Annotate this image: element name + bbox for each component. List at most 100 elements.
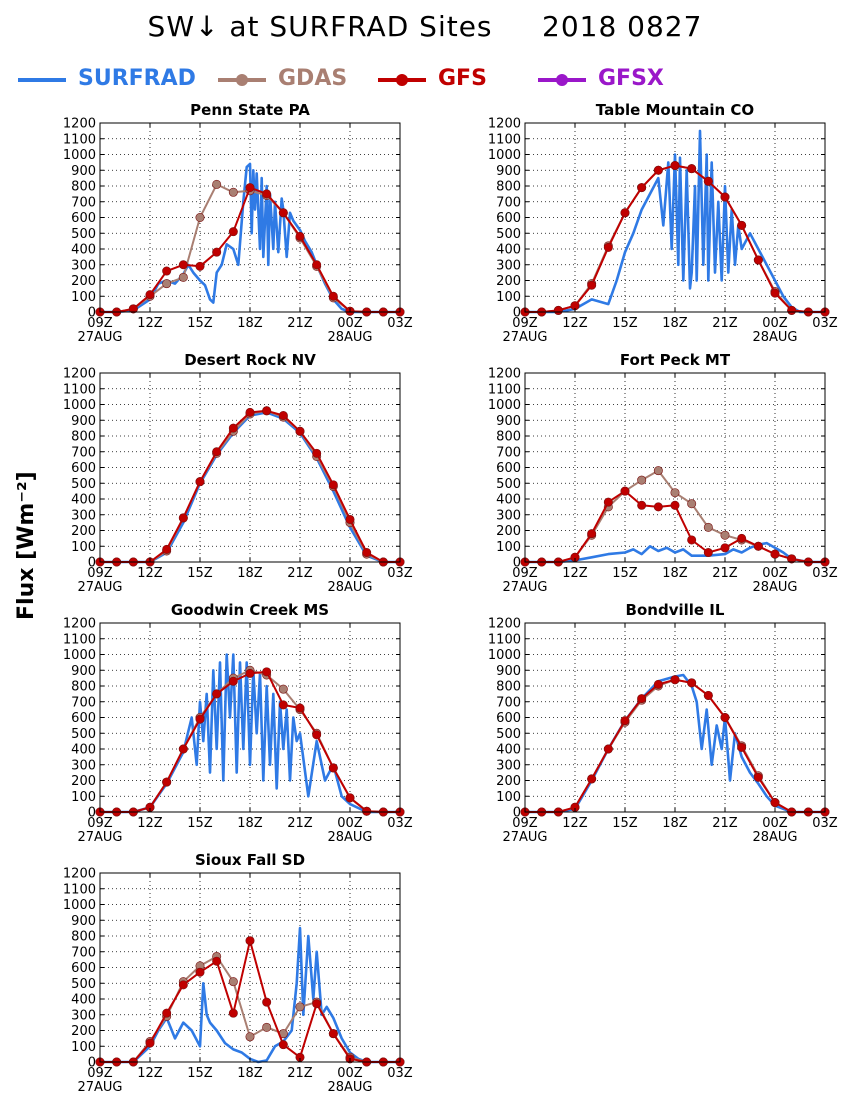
x-tick-label: 03Z [387,566,413,581]
data-point-gfs [637,694,647,704]
date-label: 27AUG [77,330,122,345]
y-tick-label: 1100 [63,132,96,147]
x-tick-label: 15Z [612,316,638,331]
date-label: 28AUG [752,330,797,345]
y-tick-label: 700 [496,445,521,460]
data-point-gfs [228,676,238,686]
y-tick-label: 300 [71,758,96,773]
legend-label-gfs: GFS [438,66,487,91]
data-point-gfs [362,548,372,558]
y-tick-label: 800 [496,430,521,445]
y-tick-label: 1100 [488,382,521,397]
x-tick-label: 15Z [187,816,213,831]
data-point-gfs [653,165,663,175]
data-point-gfs [753,772,763,782]
y-tick-label: 1100 [488,632,521,647]
legend-label-gdas: GDAS [278,66,348,91]
data-point-gfs [620,716,630,726]
y-tick-label: 1200 [488,117,521,132]
main-title: SW↓ at SURFRAD Sites 2018 0827 [147,10,703,43]
y-tick-label: 600 [71,461,96,476]
data-point-gfs [687,535,697,545]
y-tick-label: 100 [71,1040,96,1055]
data-point-gfs [787,305,797,315]
series-line-surfrad [100,162,400,314]
y-tick-label: 200 [71,1024,96,1039]
x-tick-label: 18Z [237,816,263,831]
data-point-gfs [737,220,747,230]
y-tick-label: 1200 [63,117,96,132]
panel-title: Sioux Fall SD [195,851,305,869]
y-tick-label: 1200 [488,617,521,632]
data-point-gfs [145,290,155,300]
legend-swatch-gdas [218,74,266,86]
data-point-gfs [737,533,747,543]
data-point-gfs [128,304,138,314]
x-tick-label: 12Z [137,1066,163,1081]
y-tick-label: 700 [71,195,96,210]
x-tick-label: 18Z [662,816,688,831]
y-tick-label: 900 [71,164,96,179]
panel-title: Penn State PA [190,101,310,119]
data-point-gfs [262,189,272,199]
y-tick-label: 0 [88,306,96,321]
y-tick-label: 600 [71,711,96,726]
x-tick-label: 09Z [512,316,538,331]
data-point-gfs [178,980,188,990]
y-tick-label: 500 [71,477,96,492]
x-tick-label: 03Z [387,816,413,831]
series-line-gdas [525,469,825,563]
panel-penn-state-pa: 0100200300400500600700800900100011001200… [63,101,413,345]
x-tick-label: 09Z [512,566,538,581]
x-tick-label: 18Z [237,566,263,581]
y-tick-label: 500 [71,227,96,242]
data-point-gdas [262,1022,272,1032]
y-tick-label: 500 [496,727,521,742]
y-tick-label: 1000 [488,148,521,163]
y-tick-label: 600 [496,711,521,726]
series-line-surfrad [100,926,400,1064]
data-point-gfs [770,549,780,559]
x-tick-label: 00Z [337,816,363,831]
x-tick-label: 15Z [187,1066,213,1081]
y-tick-label: 0 [88,806,96,821]
series-line-surfrad [100,653,400,814]
data-point-gfs [262,667,272,677]
y-tick-label: 300 [496,508,521,523]
panel-sioux-fall-sd: 0100200300400500600700800900100011001200… [63,851,413,1095]
data-point-gfs [653,679,663,689]
date-label: 27AUG [77,830,122,845]
data-point-gfs [162,266,172,276]
x-tick-label: 12Z [137,316,163,331]
data-point-gfs [687,678,697,688]
data-point-gfs [278,1040,288,1050]
y-tick-label: 1000 [63,648,96,663]
x-tick-label: 00Z [337,316,363,331]
data-point-gfs [195,714,205,724]
x-tick-label: 09Z [87,316,113,331]
data-point-gfs [195,477,205,487]
x-tick-label: 18Z [237,1066,263,1081]
data-point-gdas [228,187,238,197]
data-point-gdas [228,977,238,987]
panel-title: Goodwin Creek MS [171,601,329,619]
y-tick-label: 400 [71,743,96,758]
x-tick-label: 15Z [612,566,638,581]
data-point-gfs [162,544,172,554]
data-point-gfs [670,500,680,510]
y-tick-label: 300 [496,258,521,273]
data-point-gfs [328,480,338,490]
series-line-surfrad [525,541,825,564]
data-point-gfs [295,703,305,713]
panel-fort-peck-mt: 0100200300400500600700800900100011001200… [488,351,838,595]
y-tick-label: 800 [496,680,521,695]
data-point-gfs [637,183,647,193]
data-point-gfs [620,208,630,218]
y-tick-label: 1000 [63,148,96,163]
data-point-gfs [328,291,338,301]
data-point-gfs [312,448,322,458]
data-point-gfs [228,227,238,237]
y-tick-label: 0 [88,556,96,571]
date-label: 27AUG [502,330,547,345]
data-point-gfs [212,689,222,699]
